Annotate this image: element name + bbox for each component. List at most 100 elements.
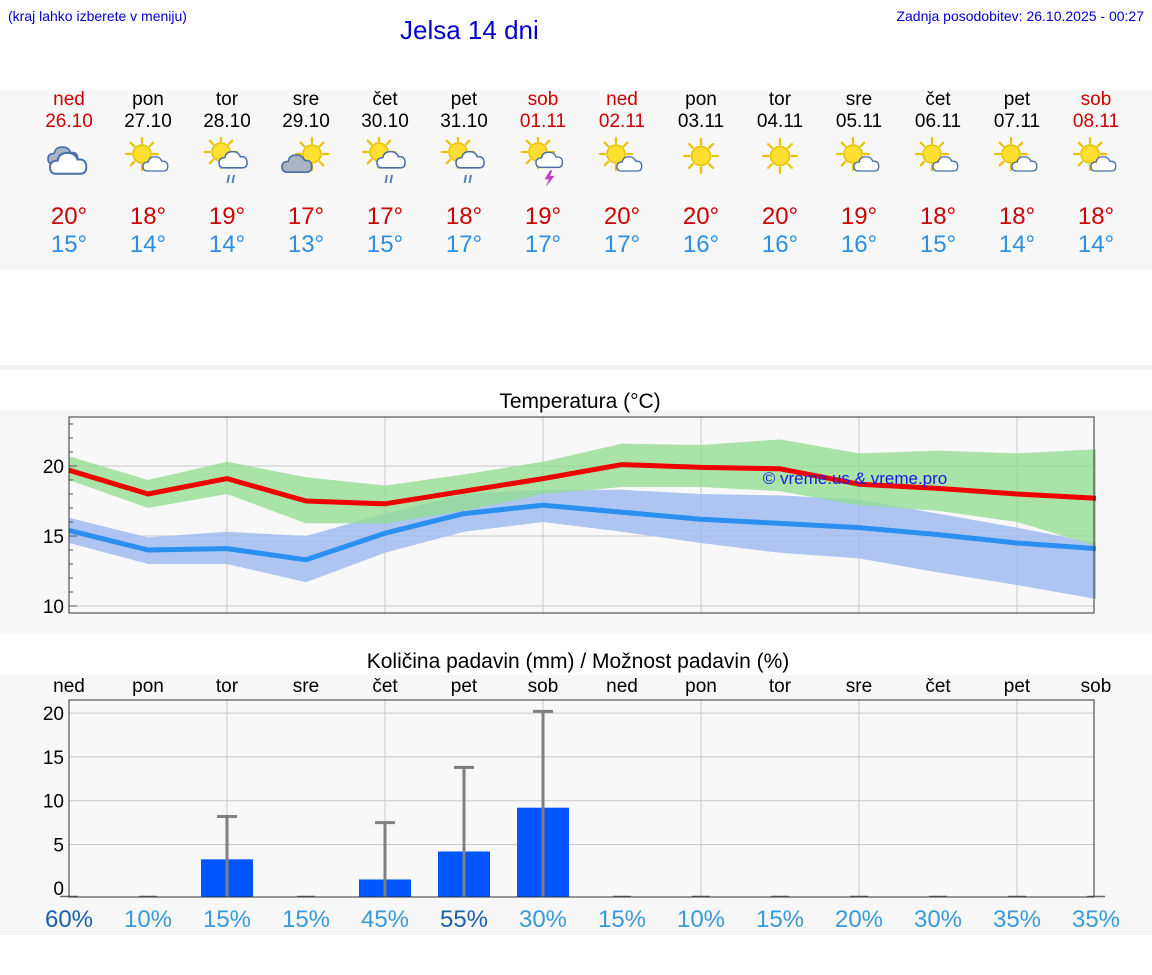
day-column: tor 28.10 19° 14° <box>188 89 267 259</box>
precipitation-y-axis: 0 5 10 15 20 <box>43 704 64 900</box>
day-name: čet <box>925 89 951 110</box>
day-date: 05.11 <box>835 111 883 132</box>
sun-cloud-rain-icon <box>425 135 504 203</box>
min-temperature: 15° <box>50 231 88 258</box>
max-temperature: 18° <box>998 203 1036 230</box>
precipitation-probability: 10% <box>124 906 172 933</box>
precipitation-probability: 15% <box>282 906 330 933</box>
precipitation-day-labels: ned pon tor sre čet pet sob ned pon tor sre čet pet s… <box>53 676 1111 697</box>
precipitation-probability: 20% <box>835 906 883 933</box>
min-temperature: 15° <box>366 231 404 258</box>
max-temperature: 19° <box>524 203 562 230</box>
precipitation-probability: 30% <box>519 906 567 933</box>
precipitation-day-label: sre <box>293 676 319 697</box>
temperature-bands <box>69 439 1096 599</box>
y-tick-label: 0 <box>53 879 64 900</box>
day-name: sre <box>845 89 873 110</box>
section-divider <box>0 365 1152 370</box>
precipitation-plot-frame <box>68 699 1095 898</box>
y-tick-label: 15 <box>43 527 64 548</box>
max-temperature: 18° <box>445 203 483 230</box>
day-date: 30.10 <box>361 111 409 132</box>
min-temperature-line <box>68 502 1097 563</box>
max-temperature: 19° <box>840 203 878 230</box>
min-temperature: 14° <box>1077 231 1115 258</box>
day-name: čet <box>372 89 398 110</box>
day-date: 31.10 <box>440 111 488 132</box>
y-tick-label: 20 <box>43 457 64 478</box>
day-date: 26.10 <box>45 111 93 132</box>
precipitation-day-label: pon <box>685 676 717 697</box>
precipitation-probability: 45% <box>361 906 409 933</box>
day-name: sre <box>292 89 320 110</box>
precipitation-probability-row: 60% 10% 15% 15% 45% 55% 30% 15% 10% 15% 20% 30% 35% 3… <box>45 906 1120 933</box>
temperature-chart-title: Temperatura (°C) <box>499 390 660 413</box>
day-date: 07.11 <box>993 111 1041 132</box>
temperature-plot-frame <box>68 416 1095 614</box>
sun-cloud-icon <box>899 135 978 203</box>
day-column: ned 02.11 20° 17° <box>583 89 662 259</box>
precipitation-probability: 10% <box>677 906 725 933</box>
day-date: 28.10 <box>203 111 251 132</box>
min-temperature: 16° <box>840 231 878 258</box>
precipitation-day-label: sre <box>846 676 872 697</box>
day-name: tor <box>215 89 239 110</box>
y-tick-label: 10 <box>43 792 64 813</box>
day-date: 08.11 <box>1072 111 1120 132</box>
sun-icon <box>741 135 820 203</box>
precipitation-probability: 15% <box>756 906 804 933</box>
precipitation-probability: 35% <box>993 906 1041 933</box>
max-temperature: 19° <box>208 203 246 230</box>
precipitation-probability: 60% <box>45 906 93 933</box>
day-date: 02.11 <box>598 111 646 132</box>
day-date: 06.11 <box>914 111 962 132</box>
day-name: sob <box>1080 89 1112 110</box>
watermark-text: © vreme.us & vreme.pro <box>763 469 947 488</box>
max-temperature: 20° <box>761 203 799 230</box>
day-column: tor 04.11 20° 16° <box>741 89 820 259</box>
day-date: 29.10 <box>282 111 330 132</box>
precipitation-day-label: tor <box>216 676 239 697</box>
location-menu-hint: (kraj lahko izberete v meniju) <box>8 8 187 24</box>
min-temperature: 17° <box>603 231 641 258</box>
temperature-lines <box>68 462 1097 563</box>
page-title: Jelsa 14 dni <box>400 15 539 45</box>
sun-cloud-icon <box>820 135 899 203</box>
min-temperature: 13° <box>287 231 325 258</box>
precipitation-bars <box>60 709 1105 898</box>
precipitation-probability: 35% <box>1072 906 1120 933</box>
sun-cloud-icon <box>109 135 188 203</box>
precipitation-day-label: sob <box>1081 676 1112 697</box>
max-temperature-line <box>68 462 1097 507</box>
temperature-chart: Temperatura (°C) 10 15 20 © vreme.us & vre… <box>43 390 1097 618</box>
precipitation-chart-title: Količina padavin (mm) / Možnost padavin … <box>367 650 790 673</box>
day-name: ned <box>53 89 85 110</box>
precipitation-day-label: čet <box>925 676 951 697</box>
precipitation-probability: 15% <box>203 906 251 933</box>
precipitation-probability: 55% <box>440 906 488 933</box>
y-tick-label: 10 <box>43 597 64 618</box>
sun-cloud-icon <box>1057 135 1136 203</box>
min-temperature: 14° <box>208 231 246 258</box>
precipitation-day-label: pon <box>132 676 164 697</box>
min-temperature-range-band <box>69 489 1096 599</box>
day-name: pon <box>685 89 717 110</box>
sun-cloud-rain-icon <box>346 135 425 203</box>
day-date: 04.11 <box>756 111 804 132</box>
precipitation-day-label: ned <box>606 676 638 697</box>
day-column: čet 06.11 18° 15° <box>899 89 978 259</box>
day-name: sob <box>527 89 559 110</box>
day-name: pet <box>450 89 478 110</box>
y-tick-label: 20 <box>43 704 64 725</box>
precipitation-day-label: pet <box>451 676 478 697</box>
precipitation-day-label: pet <box>1004 676 1031 697</box>
day-column: sre 05.11 19° 16° <box>820 89 899 259</box>
cloudy-icon <box>30 135 109 203</box>
day-column: sob 01.11 19° 17° <box>504 89 583 259</box>
precipitation-probability: 15% <box>598 906 646 933</box>
sun-cloud-thunder-icon <box>504 135 583 203</box>
day-name: tor <box>768 89 792 110</box>
min-temperature: 16° <box>682 231 720 258</box>
day-name: pon <box>132 89 164 110</box>
max-temperature: 20° <box>50 203 88 230</box>
